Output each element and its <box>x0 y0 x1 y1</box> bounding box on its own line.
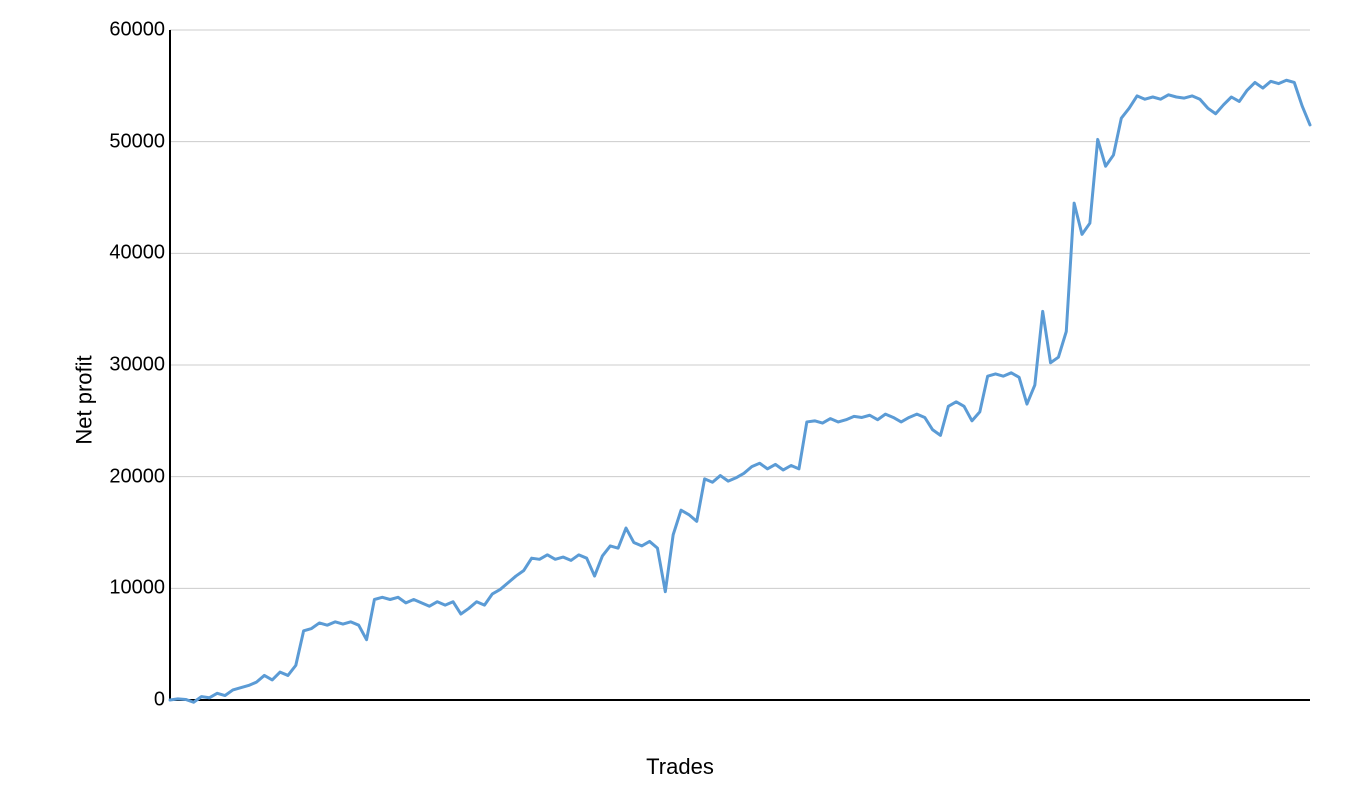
y-tick-label: 0 <box>154 689 165 712</box>
line-series <box>170 80 1310 702</box>
y-tick-label: 30000 <box>109 354 165 377</box>
chart-container: Net profit Trades 0 10000 20000 30000 40000 5… <box>40 20 1320 780</box>
chart-svg <box>170 30 1310 700</box>
x-axis-label: Trades <box>646 754 714 780</box>
y-tick-label: 20000 <box>109 465 165 488</box>
y-tick-label: 60000 <box>109 19 165 42</box>
plot-area <box>170 30 1310 700</box>
profit-line <box>170 80 1310 702</box>
y-axis-label: Net profit <box>72 355 98 444</box>
gridlines <box>170 30 1310 700</box>
y-tick-label: 40000 <box>109 242 165 265</box>
y-tick-label: 10000 <box>109 577 165 600</box>
y-tick-label: 50000 <box>109 130 165 153</box>
